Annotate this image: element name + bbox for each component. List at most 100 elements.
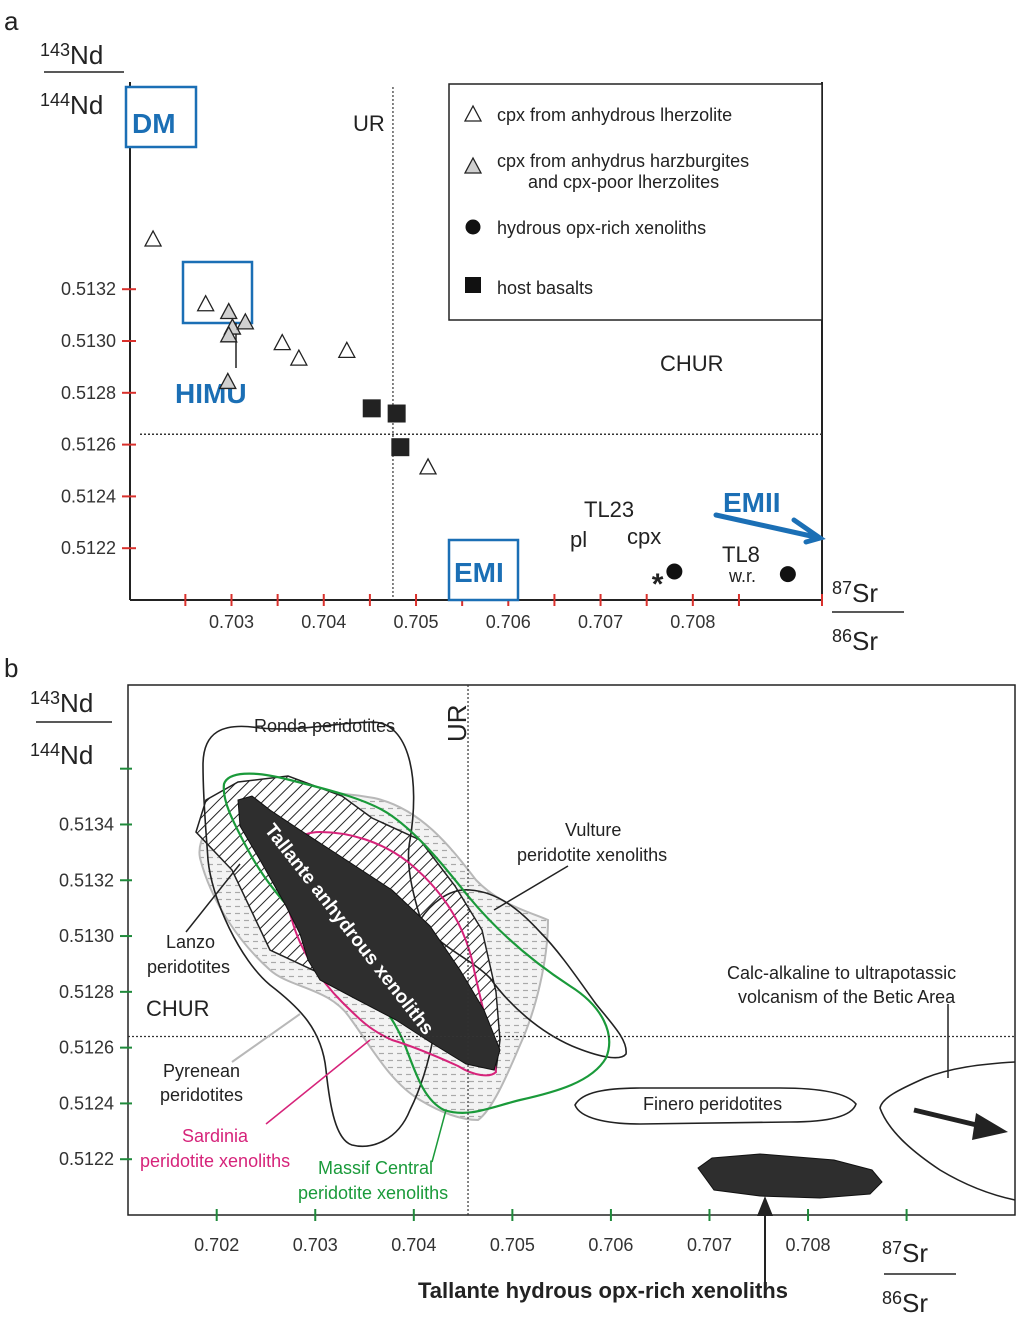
- tallante-hydrous-arrowhead: [757, 1196, 773, 1216]
- panel-b-y-tick-label: 0.5130: [59, 926, 114, 946]
- panel-a-y-tick-label: 0.5132: [61, 279, 116, 299]
- label-finero: Finero peridotites: [643, 1094, 782, 1114]
- pyrenean-leader: [231, 1013, 301, 1063]
- field-tallante-anhydrous: [237, 795, 501, 1071]
- tl23-label: TL23: [584, 497, 634, 522]
- panel-a-y-tick-label: 0.5130: [61, 331, 116, 351]
- point-open-triangle: [143, 229, 163, 247]
- label-sardinia-2: peridotite xenoliths: [140, 1151, 290, 1171]
- point-grey-triangle: [236, 312, 255, 330]
- point-open-triangle: [273, 333, 292, 351]
- betic-arrow: [913, 1107, 986, 1130]
- emi-label: EMI: [454, 557, 504, 588]
- legend-label-host-basalts: host basalts: [497, 278, 593, 298]
- panel-a: 0.703 0.704 0.705 0.706 0.707 0.708 0.51220.5…: [40, 40, 904, 656]
- panel-a-y-label-bottom: 144Nd: [40, 90, 103, 120]
- panel-b-x-ticks: 0.702 0.703 0.704 0.705 0.706 0.707 0.708: [194, 1209, 908, 1255]
- legend-label-cpx-poor: and cpx-poor lherzolites: [528, 172, 719, 192]
- point-open-triangle: [289, 348, 308, 366]
- cpx-label: cpx: [627, 524, 661, 549]
- betic-arrowhead: [972, 1113, 1008, 1140]
- panel-a-x-tick-label: 0.703: [209, 612, 254, 632]
- himu-box: [181, 260, 254, 325]
- point-grey-triangle: [219, 302, 238, 320]
- panel-a-x-ticks: 0.703 0.704 0.705 0.706 0.707 0.708: [184, 594, 823, 632]
- panel-b-y-label-bottom: 144Nd: [30, 740, 93, 770]
- legend-open-triangle-marker: [463, 104, 483, 122]
- label-sardinia-1: Sardinia: [182, 1126, 249, 1146]
- panel-b-x-tick-label: 0.703: [293, 1235, 338, 1255]
- legend-grey-triangle-marker: [463, 156, 483, 174]
- panel-b-x-tick-label: 0.704: [391, 1235, 436, 1255]
- legend-label-anhydrous-lherzolite: cpx from anhydrous lherzolite: [497, 105, 732, 125]
- field-betic-volcanism: [879, 1061, 1016, 1201]
- legend-label-harzburgites: cpx from anhydrus harzburgites: [497, 151, 749, 171]
- label-massif-central-1: Massif Central: [318, 1158, 433, 1178]
- point-filled-circle: [666, 563, 683, 580]
- panel-a-legend: [448, 83, 823, 321]
- label-vulture-1: Vulture: [565, 820, 621, 840]
- panel-a-y-ticks: 0.5122 0.5124 0.5126 0.5128 0.5130 0.5132: [61, 279, 136, 558]
- point-open-triangle: [196, 294, 215, 312]
- point-filled-square: [387, 404, 406, 423]
- panel-a-x-label-bottom: 86Sr: [832, 626, 878, 656]
- panel-b-y-label-top: 143Nd: [30, 688, 93, 718]
- label-tallante-hydrous: Tallante hydrous opx-rich xenoliths: [418, 1278, 788, 1303]
- field-finero: [574, 1087, 857, 1125]
- field-vulture: [419, 889, 627, 1059]
- panel-b-y-tick-label: 0.5132: [59, 870, 114, 890]
- label-betic-2: volcanism of the Betic Area: [738, 987, 956, 1007]
- point-filled-square: [391, 438, 410, 457]
- panel-b: 0.702 0.703 0.704 0.705 0.706 0.707 0.708 0.51…: [30, 684, 1016, 1318]
- dm-box: [124, 85, 198, 149]
- point-open-triangle: [418, 457, 438, 475]
- legend-filled-square-marker: [465, 277, 481, 293]
- panel-b-y-ticks: 0.5122 0.5124 0.5126 0.5128 0.5130 0.5132 0.51…: [59, 767, 132, 1169]
- massif-central-leader: [431, 1109, 447, 1163]
- panel-a-data-points: *: [143, 229, 796, 601]
- panel-a-x-tick-label: 0.705: [394, 612, 439, 632]
- panel-b-y-tick-label: 0.5124: [59, 1093, 114, 1113]
- panel-a-y-tick-label: 0.5128: [61, 383, 116, 403]
- lanzo-leader: [185, 863, 241, 933]
- himu-label: HIMU: [175, 378, 247, 409]
- pl-label: pl: [570, 527, 587, 552]
- field-ronda: [202, 721, 439, 1147]
- dm-label: DM: [132, 108, 176, 139]
- label-pyrenean-1: Pyrenean: [163, 1061, 240, 1081]
- point-grey-triangle: [218, 372, 237, 390]
- panel-a-y-tick-label: 0.5126: [61, 435, 116, 455]
- panel-b-x-label-bottom: 86Sr: [882, 1288, 928, 1318]
- point-open-triangle: [337, 340, 356, 359]
- point-filled-circle: [779, 566, 796, 583]
- label-lanzo-1: Lanzo: [166, 932, 215, 952]
- wr-label: w.r.: [728, 566, 756, 586]
- panel-a-chur-label: CHUR: [660, 351, 724, 376]
- panel-a-y-tick-label: 0.5122: [61, 538, 116, 558]
- tl8-label: TL8: [722, 542, 760, 567]
- point-grey-triangle: [219, 325, 238, 343]
- panel-a-letter: a: [4, 6, 19, 36]
- panel-b-x-label-top: 87Sr: [882, 1238, 928, 1268]
- emii-label: EMII: [723, 487, 781, 518]
- label-pyrenean-2: peridotites: [160, 1085, 243, 1105]
- panel-a-x-tick-label: 0.707: [578, 612, 623, 632]
- legend-label-hydrous: hydrous opx-rich xenoliths: [497, 218, 706, 238]
- emii-arrow: [713, 512, 826, 545]
- panel-a-x-label-top: 87Sr: [832, 578, 878, 608]
- panel-b-x-tick-label: 0.707: [687, 1235, 732, 1255]
- vulture-leader: [493, 865, 569, 911]
- label-ronda: Ronda peridotites: [254, 716, 395, 736]
- panel-b-x-tick-label: 0.702: [194, 1235, 239, 1255]
- panel-b-y-tick-label: 0.5134: [59, 814, 114, 834]
- panel-a-x-tick-label: 0.706: [486, 612, 531, 632]
- panel-a-ur-label: UR: [353, 111, 385, 136]
- panel-b-y-tick-label: 0.5128: [59, 982, 114, 1002]
- sardinia-leader: [265, 1039, 371, 1125]
- panel-a-y-label-top: 143Nd: [40, 40, 103, 70]
- panel-b-chur-label: CHUR: [146, 996, 210, 1021]
- label-vulture-2: peridotite xenoliths: [517, 845, 667, 865]
- label-massif-central-2: peridotite xenoliths: [298, 1183, 448, 1203]
- panel-a-y-tick-label: 0.5124: [61, 486, 116, 506]
